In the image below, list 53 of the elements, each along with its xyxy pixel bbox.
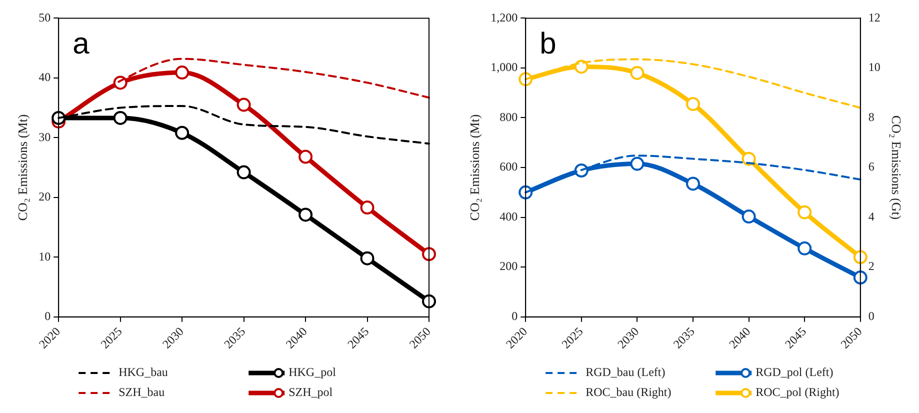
legend-label: RGD_pol (Left) [756,365,834,380]
point [686,97,700,112]
point [360,200,374,215]
y-tick-label: 200 [500,259,518,274]
point [630,66,644,80]
point [236,165,251,180]
legend-label: SZH_pol [288,385,334,400]
point [686,176,700,191]
point [742,210,756,224]
y-tick-label: 20 [38,190,51,204]
point [798,241,812,256]
point [422,247,436,262]
y-tick-label: 30 [38,130,51,144]
point [175,126,190,140]
legend-label: HKG_pol [288,365,337,380]
y-tick-label: 1,200 [490,10,518,24]
legend-label: ROC_bau (Right) [586,385,672,400]
y-tick-label: 10 [38,249,51,264]
legend-label: SZH_bau [118,385,165,400]
point [853,250,868,264]
point [798,205,812,220]
point [175,66,190,80]
y-tick-label: 0 [512,309,518,324]
y2-tick-label: 10 [868,60,880,74]
y-axis-title: CO₂ Emissions (Mt) [467,114,482,221]
y2-tick-label: 0 [868,309,874,324]
chart-title: a [72,27,90,60]
y2-tick-label: 2 [868,259,874,274]
y2-axis-title: CO₂ Emissions (Gt) [888,115,904,220]
point [113,110,128,125]
point [298,208,313,222]
y2-tick-label: 4 [868,209,874,224]
y-tick-label: 1,000 [490,60,518,74]
point [422,294,436,308]
y-tick-label: 50 [38,10,51,24]
y-tick-label: 40 [38,70,51,84]
y2-tick-label: 8 [868,110,874,124]
legend-label: HKG_bau [118,365,168,380]
y2-tick-label: 6 [868,160,874,174]
y-tick-label: 600 [500,160,518,174]
y-tick-label: 400 [500,209,518,224]
point [236,98,251,112]
point [630,156,644,171]
legend-label: RGD_bau (Left) [586,365,666,380]
y2-tick-label: 12 [868,10,880,24]
legend-label: ROC_pol (Right) [756,385,840,400]
y-axis-title: CO₂ Emissions (Mt) [15,114,30,221]
y-tick-label: 800 [500,110,518,124]
point [853,270,868,285]
chart-title: b [540,27,556,60]
point [360,251,374,266]
point [298,150,313,164]
y-tick-label: 0 [44,309,51,324]
